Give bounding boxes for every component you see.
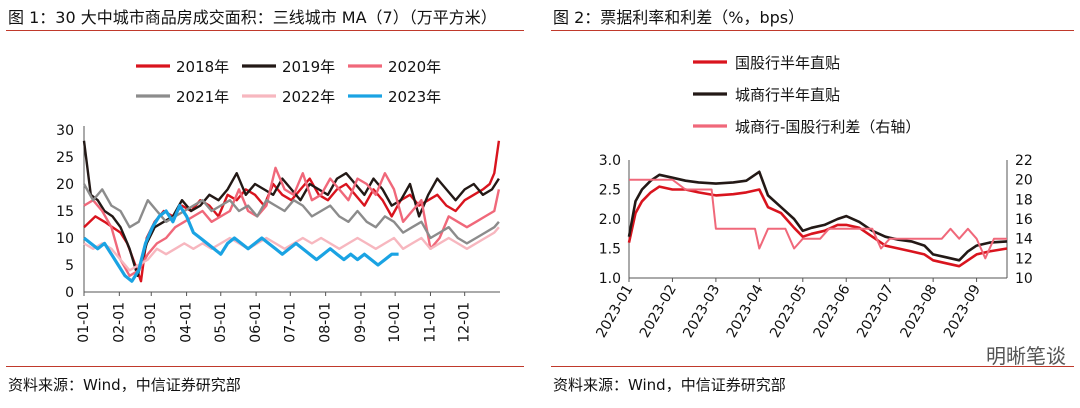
right-figure: 图 2：票据利率和利差（%，bps） 国股行半年直贴 城商行半年直贴城商行-国股行… bbox=[545, 0, 1080, 408]
y-left-tick-label: 3.0 bbox=[599, 153, 621, 169]
legend-label-2022年: 2022年 bbox=[282, 88, 335, 106]
legend-label-2018年: 2018年 bbox=[176, 58, 229, 76]
legend-label-2023年: 2023年 bbox=[388, 88, 441, 106]
x-tick-label: 11-01 bbox=[422, 302, 438, 343]
y-right-tick-label: 22 bbox=[1015, 153, 1033, 169]
series-line-城商行半年直贴 bbox=[627, 170, 1008, 262]
left-figure: 图 1：30 大中城市商品房成交面积：三线城市 MA（7）（万平方米） 2018… bbox=[0, 0, 530, 408]
x-tick-label: 01-01 bbox=[76, 302, 92, 343]
x-tick-label: 04-01 bbox=[179, 302, 195, 343]
left-line-chart: 2018年 2019年 2020年 2021年 2022年 2023年 0 5 10 15 20 25… bbox=[56, 58, 501, 343]
x-tick-label: 12-01 bbox=[457, 302, 473, 343]
series-line-城商行-国股行利差（右轴） bbox=[629, 178, 1007, 260]
y-tick-label: 30 bbox=[56, 123, 74, 139]
left-figure-title: 图 1：30 大中城市商品房成交面积：三线城市 MA（7）（万平方米） bbox=[8, 8, 497, 27]
x-tick-label: 2023-06 bbox=[811, 282, 854, 341]
x-tick-label: 09-01 bbox=[353, 302, 369, 343]
y-tick-label: 15 bbox=[56, 204, 74, 220]
y-tick-label: 5 bbox=[65, 258, 74, 274]
legend-label-国股行半年直贴: 国股行半年直贴 bbox=[735, 54, 840, 72]
legend-label-城商行半年直贴: 城商行半年直贴 bbox=[735, 86, 840, 104]
series-line-2023年 bbox=[83, 204, 399, 283]
y-left-tick-label: 2.5 bbox=[599, 183, 621, 199]
x-tick-label: 06-01 bbox=[248, 302, 264, 343]
left-source-rule bbox=[6, 366, 524, 367]
x-tick-label: 03-01 bbox=[143, 302, 159, 343]
x-tick-label: 08-01 bbox=[318, 302, 334, 343]
right-figure-title: 图 2：票据利率和利差（%，bps） bbox=[553, 8, 805, 27]
x-tick-label: 2023-05 bbox=[767, 282, 810, 341]
legend-label-城商行-国股行利差（右轴）: 城商行-国股行利差（右轴） bbox=[735, 118, 920, 136]
brand-watermark: 明晰笔谈 bbox=[986, 344, 1066, 368]
legend-label-2021年: 2021年 bbox=[176, 88, 229, 106]
y-tick-label: 20 bbox=[56, 177, 74, 193]
y-right-tick-label: 20 bbox=[1015, 173, 1033, 189]
x-tick-label: 2023-02 bbox=[637, 282, 680, 341]
series-line-国股行半年直贴 bbox=[627, 185, 1008, 268]
legend-label-2019年: 2019年 bbox=[282, 58, 335, 76]
right-source-rule bbox=[551, 366, 1074, 367]
x-tick-label: 2023-01 bbox=[593, 282, 636, 341]
x-tick-label: 07-01 bbox=[282, 302, 298, 343]
right-title-rule bbox=[551, 30, 1074, 31]
series-line-2020年 bbox=[83, 166, 501, 278]
left-source-note: 资料来源：Wind，中信证券研究部 bbox=[8, 376, 241, 394]
x-tick-label: 2023-09 bbox=[941, 282, 984, 341]
x-tick-label: 2023-07 bbox=[854, 282, 897, 341]
y-tick-label: 10 bbox=[56, 231, 74, 247]
x-tick-label: 05-01 bbox=[213, 302, 229, 343]
y-right-tick-label: 18 bbox=[1015, 192, 1033, 208]
y-tick-label: 25 bbox=[56, 150, 74, 166]
y-right-tick-label: 12 bbox=[1015, 251, 1033, 267]
x-tick-label: 2023-03 bbox=[680, 282, 723, 341]
left-title-rule bbox=[6, 30, 524, 31]
series-line-2021年 bbox=[82, 183, 500, 245]
y-tick-label: 0 bbox=[65, 285, 74, 301]
legend-label-2020年: 2020年 bbox=[388, 58, 441, 76]
y-left-tick-label: 1.0 bbox=[599, 271, 621, 287]
x-tick-label: 2023-08 bbox=[897, 282, 940, 341]
x-tick-label: 2023-04 bbox=[724, 282, 767, 341]
x-tick-label: 10-01 bbox=[387, 302, 403, 343]
right-source-note: 资料来源：Wind，中信证券研究部 bbox=[553, 376, 786, 394]
y-left-tick-label: 2.0 bbox=[599, 212, 621, 228]
y-right-tick-label: 14 bbox=[1015, 232, 1033, 248]
x-tick-label: 02-01 bbox=[111, 302, 127, 343]
y-right-tick-label: 10 bbox=[1015, 271, 1033, 287]
y-right-tick-label: 16 bbox=[1015, 212, 1033, 228]
y-left-tick-label: 1.5 bbox=[599, 242, 621, 258]
